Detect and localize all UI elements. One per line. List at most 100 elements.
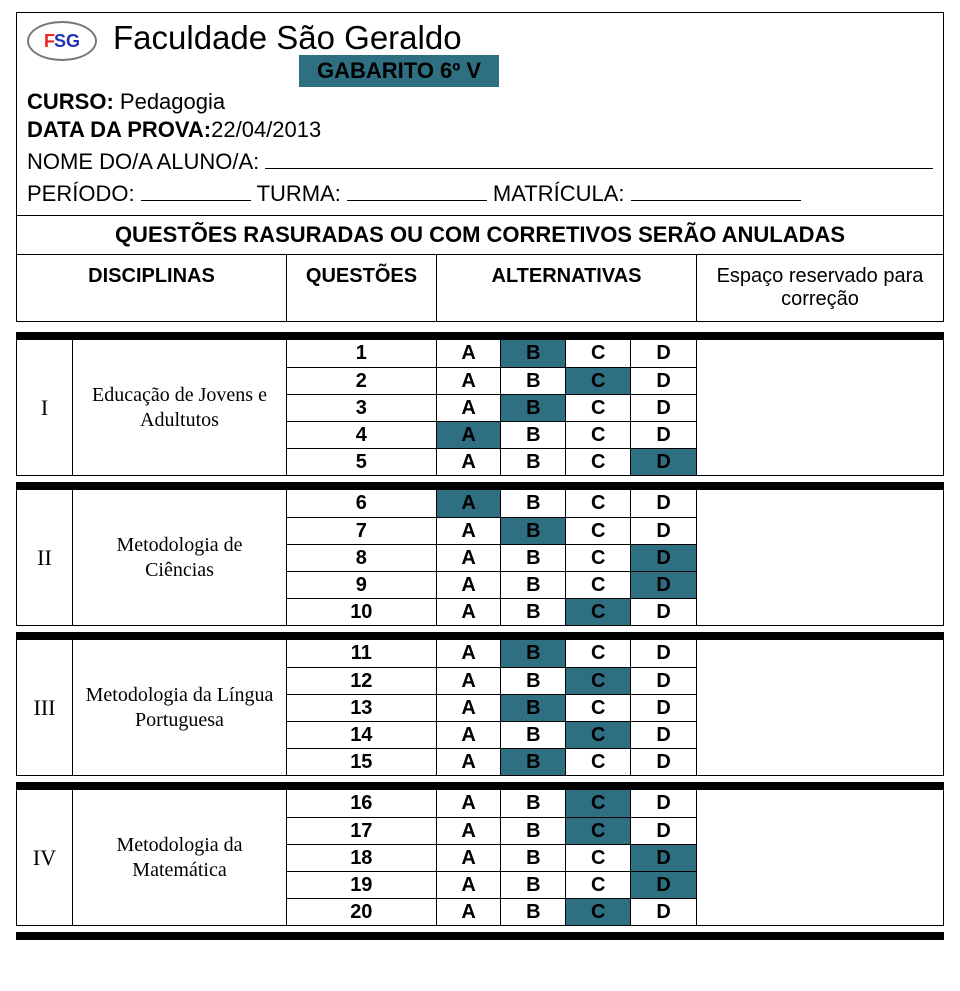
question-number: 15 — [287, 748, 437, 775]
alt-cell-d: D — [631, 421, 696, 448]
question-number: 17 — [287, 817, 437, 844]
alt-cell-c: C — [566, 598, 631, 625]
qa-row: 5ABCD — [287, 448, 696, 475]
alt-cell-a: A — [437, 544, 502, 571]
qa-row: 3ABCD — [287, 394, 696, 421]
alt-cell-b: B — [501, 544, 566, 571]
answer-key-document: F SG Faculdade São Geraldo GABARITO 6º V… — [16, 12, 944, 940]
alt-cell-a: A — [437, 817, 502, 844]
question-number: 16 — [287, 790, 437, 817]
question-number: 11 — [287, 640, 437, 667]
qa-row: 4ABCD — [287, 421, 696, 448]
alt-cell-c: C — [566, 817, 631, 844]
alt-cell-b: B — [501, 490, 566, 517]
qa-row: 17ABCD — [287, 817, 696, 844]
alt-cell-d: D — [631, 448, 696, 475]
alt-cell-b: B — [501, 871, 566, 898]
alt-cell-a: A — [437, 340, 502, 367]
alt-cell-b: B — [501, 694, 566, 721]
alt-cell-c: C — [566, 367, 631, 394]
alt-cell-c: C — [566, 490, 631, 517]
question-number: 1 — [287, 340, 437, 367]
discipline-block: IVMetodologia da Matemática16ABCD17ABCD1… — [16, 790, 944, 926]
column-header-row: DISCIPLINAS QUESTÕES ALTERNATIVAS Espaço… — [16, 255, 944, 322]
alt-cell-b: B — [501, 448, 566, 475]
alt-cell-a: A — [437, 640, 502, 667]
logo-row: F SG Faculdade São Geraldo GABARITO 6º V — [27, 19, 933, 87]
header-titles: Faculdade São Geraldo GABARITO 6º V — [109, 19, 933, 87]
turma-blank — [347, 179, 487, 201]
alt-cell-d: D — [631, 394, 696, 421]
alt-cell-b: B — [501, 340, 566, 367]
question-number: 10 — [287, 598, 437, 625]
question-number: 7 — [287, 517, 437, 544]
alt-cell-b: B — [501, 367, 566, 394]
alt-cell-c: C — [566, 871, 631, 898]
colhead-disciplinas: DISCIPLINAS — [17, 255, 287, 321]
alt-cell-d: D — [631, 694, 696, 721]
qa-grid: 1ABCD2ABCD3ABCD4ABCD5ABCD — [287, 340, 697, 475]
alt-cell-b: B — [501, 394, 566, 421]
matricula-label: MATRÍCULA: — [493, 181, 625, 207]
qa-row: 19ABCD — [287, 871, 696, 898]
periodo-line: PERÍODO: TURMA: MATRÍCULA: — [27, 179, 933, 207]
alt-cell-b: B — [501, 667, 566, 694]
alt-cell-d: D — [631, 367, 696, 394]
separator-bar — [16, 482, 944, 490]
qa-row: 7ABCD — [287, 517, 696, 544]
alt-cell-d: D — [631, 667, 696, 694]
alt-cell-b: B — [501, 598, 566, 625]
alt-cell-a: A — [437, 598, 502, 625]
faculty-name: Faculdade São Geraldo — [113, 19, 933, 57]
alt-cell-c: C — [566, 448, 631, 475]
alt-cell-c: C — [566, 667, 631, 694]
question-number: 9 — [287, 571, 437, 598]
alt-cell-b: B — [501, 817, 566, 844]
question-number: 2 — [287, 367, 437, 394]
alt-cell-b: B — [501, 790, 566, 817]
matricula-blank — [631, 179, 801, 201]
discipline-block: IEducação de Jovens e Adultutos1ABCD2ABC… — [16, 340, 944, 476]
question-number: 13 — [287, 694, 437, 721]
colhead-espaco: Espaço reservado para correção — [697, 255, 943, 321]
alt-cell-d: D — [631, 817, 696, 844]
qa-row: 20ABCD — [287, 898, 696, 925]
alt-cell-a: A — [437, 517, 502, 544]
alt-cell-a: A — [437, 694, 502, 721]
alt-cell-d: D — [631, 544, 696, 571]
periodo-blank — [141, 179, 251, 201]
header-box: F SG Faculdade São Geraldo GABARITO 6º V… — [16, 12, 944, 216]
alt-cell-a: A — [437, 421, 502, 448]
qa-row: 16ABCD — [287, 790, 696, 817]
curso-line: CURSO: Pedagogia — [27, 89, 933, 115]
separator-bar — [16, 332, 944, 340]
question-number: 3 — [287, 394, 437, 421]
nome-label: NOME DO/A ALUNO/A: — [27, 149, 259, 175]
alt-cell-b: B — [501, 721, 566, 748]
alt-cell-a: A — [437, 844, 502, 871]
block-discipline: Metodologia de Ciências — [73, 490, 287, 625]
alt-cell-a: A — [437, 571, 502, 598]
data-label: DATA DA PROVA: — [27, 117, 211, 142]
gabarito-badge: GABARITO 6º V — [299, 55, 499, 87]
periodo-label: PERÍODO: — [27, 181, 135, 207]
turma-label: TURMA: — [257, 181, 341, 207]
separator-bar — [16, 932, 944, 940]
question-number: 8 — [287, 544, 437, 571]
fsg-logo-oval: F SG — [27, 21, 97, 61]
alt-cell-c: C — [566, 721, 631, 748]
question-number: 18 — [287, 844, 437, 871]
alt-cell-d: D — [631, 598, 696, 625]
alt-cell-d: D — [631, 640, 696, 667]
block-roman: II — [17, 490, 73, 625]
colhead-alternativas: ALTERNATIVAS — [437, 255, 697, 321]
qa-row: 14ABCD — [287, 721, 696, 748]
correction-space — [697, 490, 943, 625]
curso-label: CURSO — [27, 89, 106, 114]
alt-cell-b: B — [501, 517, 566, 544]
qa-grid: 16ABCD17ABCD18ABCD19ABCD20ABCD — [287, 790, 697, 925]
question-number: 20 — [287, 898, 437, 925]
correction-space — [697, 790, 943, 925]
alt-cell-a: A — [437, 748, 502, 775]
alt-cell-c: C — [566, 640, 631, 667]
